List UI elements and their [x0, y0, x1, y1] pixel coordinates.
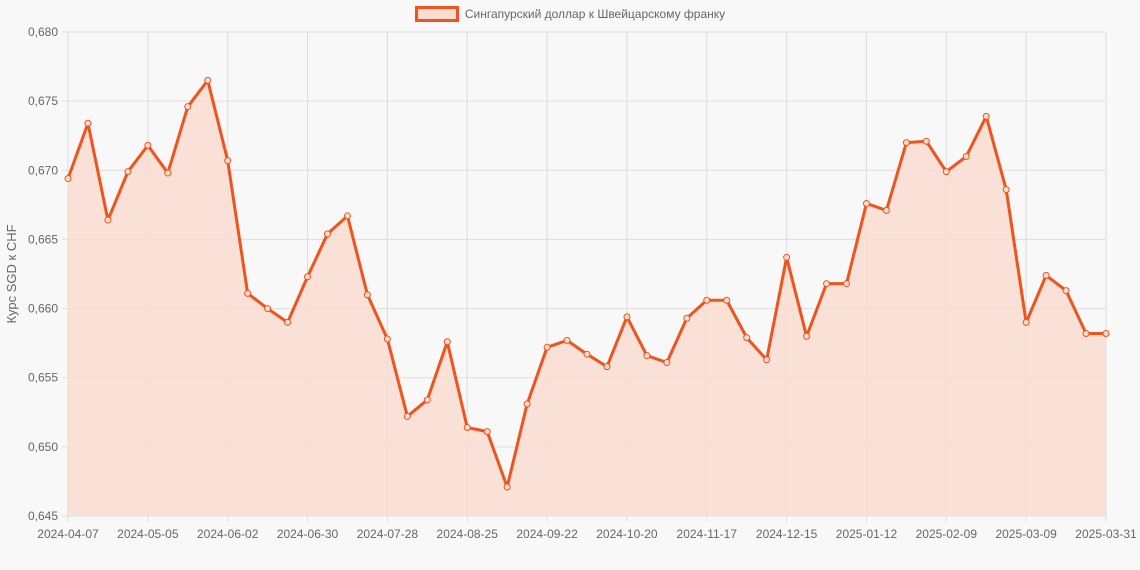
- data-point[interactable]: [1002, 186, 1010, 194]
- data-point[interactable]: [324, 230, 331, 238]
- data-point[interactable]: [902, 139, 910, 147]
- data-point[interactable]: [523, 400, 531, 408]
- data-point[interactable]: [843, 280, 850, 288]
- data-point[interactable]: [164, 169, 172, 177]
- data-point[interactable]: [483, 428, 491, 436]
- x-tick-label: 2024-11-17: [677, 527, 738, 541]
- data-point[interactable]: [663, 359, 671, 367]
- data-point[interactable]: [383, 335, 391, 343]
- data-point[interactable]: [1082, 329, 1090, 337]
- data-point[interactable]: [623, 313, 631, 321]
- data-point[interactable]: [1022, 318, 1030, 326]
- data-point[interactable]: [204, 76, 212, 84]
- data-point[interactable]: [882, 206, 890, 214]
- x-tick-label: 2024-06-02: [197, 527, 259, 541]
- area-fill: [68, 80, 1106, 517]
- data-point[interactable]: [862, 199, 870, 207]
- data-point[interactable]: [803, 332, 811, 340]
- data-point[interactable]: [64, 175, 72, 183]
- data-point[interactable]: [363, 291, 371, 299]
- data-point[interactable]: [962, 152, 970, 160]
- data-point[interactable]: [463, 423, 471, 431]
- chart-legend: Сингапурский доллар к Швейцарскому франк…: [0, 6, 1140, 22]
- data-point[interactable]: [224, 157, 232, 165]
- x-tick-label: 2025-01-12: [836, 527, 898, 541]
- data-point[interactable]: [563, 336, 571, 344]
- data-point[interactable]: [104, 216, 112, 224]
- y-tick-label: 0,660: [28, 302, 58, 316]
- data-point[interactable]: [643, 352, 651, 360]
- y-tick-label: 0,670: [28, 163, 58, 177]
- x-tick-label: 2024-04-07: [37, 527, 99, 541]
- x-tick-label: 2024-05-05: [117, 527, 179, 541]
- data-point[interactable]: [443, 338, 451, 346]
- x-tick-label: 2025-02-09: [916, 527, 978, 541]
- data-point[interactable]: [304, 273, 312, 281]
- y-tick-label: 0,675: [28, 94, 58, 108]
- data-point[interactable]: [743, 334, 751, 342]
- y-tick-label: 0,650: [28, 440, 58, 454]
- x-tick-label: 2024-08-25: [437, 527, 499, 541]
- legend-label: Сингапурский доллар к Швейцарскому франк…: [464, 7, 726, 21]
- data-point[interactable]: [583, 350, 591, 358]
- data-point[interactable]: [543, 343, 551, 351]
- x-tick-label: 2024-09-22: [516, 527, 578, 541]
- data-point[interactable]: [84, 119, 92, 127]
- data-point[interactable]: [264, 305, 272, 313]
- data-point[interactable]: [942, 168, 950, 176]
- data-point[interactable]: [1062, 287, 1070, 295]
- y-tick-label: 0,645: [28, 509, 58, 523]
- data-point[interactable]: [343, 212, 351, 220]
- x-tick-label: 2025-03-09: [995, 527, 1057, 541]
- data-point[interactable]: [1102, 329, 1110, 337]
- y-axis-label: Курс SGD к CHF: [4, 224, 19, 323]
- legend-swatch[interactable]: [414, 6, 459, 22]
- data-point[interactable]: [603, 363, 611, 371]
- data-point[interactable]: [184, 103, 192, 111]
- data-point[interactable]: [244, 289, 252, 297]
- data-point[interactable]: [284, 318, 292, 326]
- data-point[interactable]: [703, 296, 711, 304]
- data-point[interactable]: [982, 112, 990, 120]
- data-point[interactable]: [1042, 271, 1050, 279]
- x-tick-label: 2024-06-30: [277, 527, 339, 541]
- y-tick-label: 0,655: [28, 371, 58, 385]
- data-point[interactable]: [683, 314, 691, 322]
- x-tick-label: 2024-12-15: [756, 527, 818, 541]
- x-tick-label: 2024-07-28: [357, 527, 419, 541]
- data-point[interactable]: [763, 356, 771, 364]
- data-point[interactable]: [503, 483, 511, 491]
- data-point[interactable]: [124, 168, 132, 176]
- data-point[interactable]: [922, 137, 930, 145]
- data-point[interactable]: [144, 141, 152, 149]
- data-point[interactable]: [423, 396, 431, 404]
- y-tick-label: 0,665: [28, 232, 58, 246]
- x-tick-label: 2024-10-20: [596, 527, 658, 541]
- data-point[interactable]: [783, 253, 791, 261]
- data-point[interactable]: [823, 280, 831, 288]
- data-point[interactable]: [723, 296, 731, 304]
- y-tick-label: 0,680: [28, 25, 58, 39]
- x-tick-label: 2025-03-31: [1075, 527, 1137, 541]
- data-point[interactable]: [403, 412, 411, 420]
